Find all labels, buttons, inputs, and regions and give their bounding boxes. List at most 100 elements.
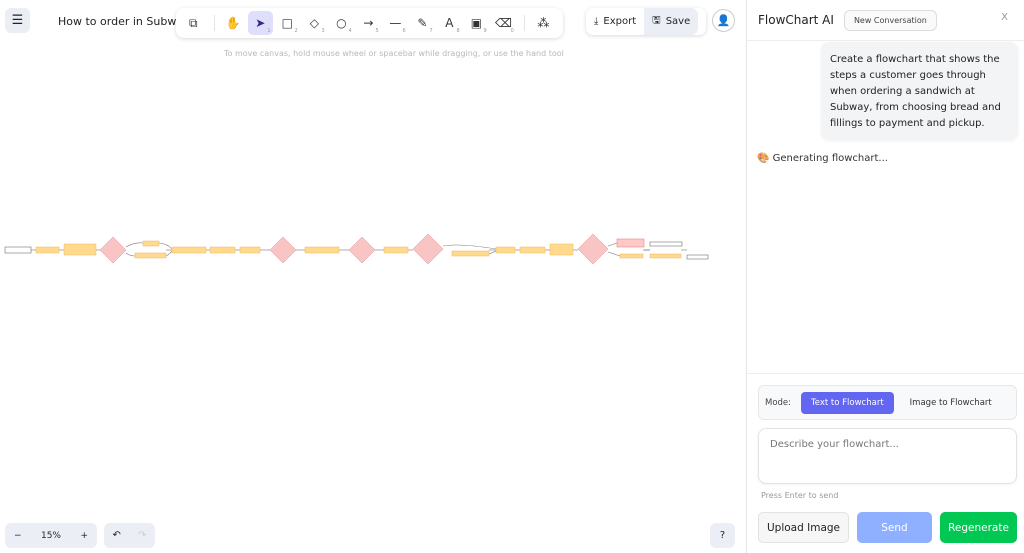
decision-node[interactable] [348,236,376,264]
document-title[interactable]: How to order in Subway [58,15,190,28]
shortcut-key: 2 [294,28,298,34]
tool-image[interactable]: ▣ 9 [464,11,489,35]
export-button[interactable]: ⤓ Export [594,16,637,27]
tool-lock[interactable]: ⧉ [181,11,206,35]
decision-node[interactable] [269,236,297,264]
enter-hint: Press Enter to send [761,491,839,500]
toolbar-separator [214,15,215,31]
new-conversation-button[interactable]: New Conversation [843,9,937,31]
close-panel-button[interactable]: X [1001,12,1008,23]
connector-arrow [488,250,497,255]
process-node[interactable] [134,252,167,259]
shortcut-key: 9 [483,28,487,34]
mode-image-to-flowchart[interactable]: Image to Flowchart [909,397,992,408]
tool-hand[interactable]: ✋ [221,11,246,35]
user-avatar-button[interactable]: 👤 [712,9,735,32]
shortcut-key: 0 [510,28,514,34]
shortcut-key: 4 [348,28,352,34]
mode-selector: Mode: Text to Flowchart Image to Flowcha… [758,385,1017,420]
panel-title: FlowChart AI [758,13,834,27]
send-button[interactable]: Send [857,512,932,543]
flowchart-diagram[interactable] [0,0,746,553]
export-save-group: ⤓ Export 🖫 Save [586,8,706,35]
upload-image-button[interactable]: Upload Image [758,512,849,543]
tool-shapes[interactable]: ⁂ [531,11,556,35]
tool-line[interactable]: —6 [383,11,408,35]
zoom-controls: − 15% + [5,523,97,548]
zoom-out-button[interactable]: − [14,530,22,541]
menu-button[interactable]: ☰ [5,8,30,33]
undo-button[interactable]: ↶ [112,530,121,541]
text-icon: A [445,16,454,30]
regenerate-button[interactable]: Regenerate [940,512,1017,543]
zoom-in-button[interactable]: + [80,530,88,541]
canvas[interactable]: ☰ How to order in Subway ⧉ ✋ ➤ 1 □ 2 ◇ 3 ○ 4 → 5—6 ✎… [0,0,746,553]
mode-text-to-flowchart[interactable]: Text to Flowchart [801,391,894,414]
redo-button[interactable]: ↷ [138,530,147,541]
mode-label: Mode: [765,397,792,408]
process-node[interactable] [451,250,490,257]
process-node[interactable] [63,243,97,256]
decision-node[interactable] [412,233,444,265]
zoom-level[interactable]: 15% [40,530,61,541]
process-node[interactable] [142,240,160,247]
user-icon: 👤 [716,14,731,27]
shortcut-key: 5 [375,28,379,34]
shortcut-key: 3 [321,28,325,34]
shortcut-key: 8 [456,28,460,34]
connector-arrow [165,250,173,257]
terminal-node[interactable] [686,254,709,260]
terminal-node[interactable] [4,246,32,254]
hamburger-icon: ☰ [11,13,24,28]
connector-arrow [125,242,144,248]
user-message: Create a flowchart that shows the steps … [821,42,1018,140]
process-node[interactable] [619,253,644,259]
prompt-input[interactable]: Describe your flowchart... [758,428,1017,484]
process-node[interactable] [239,246,261,254]
tool-eraser[interactable]: ⌫ 0 [491,11,516,35]
process-node[interactable] [171,246,207,254]
ai-panel: FlowChart AI New Conversation X Create a… [746,0,1024,553]
process-node[interactable] [383,246,409,254]
tool-arrow[interactable]: → 5 [356,11,381,35]
process-node[interactable] [649,253,682,259]
image-icon: ▣ [470,16,483,30]
process-node[interactable] [304,246,340,254]
connector-arrow [442,244,497,250]
lock-icon: ⧉ [189,15,198,30]
help-button[interactable]: ? [710,523,735,548]
connector-arrow [607,242,618,247]
connector-arrow [158,242,173,250]
shortcut-key: 7 [429,28,433,34]
shortcut-key: 6 [402,28,406,34]
process-node[interactable] [519,246,546,254]
select-icon: ➤ [255,16,266,30]
tool-pencil[interactable]: ✎ 7 [410,11,435,35]
eraser-icon: ⌫ [494,16,512,30]
ellipse-icon: ○ [336,16,347,30]
canvas-hint: To move canvas, hold mouse wheel or spac… [224,49,564,58]
error-node[interactable] [616,238,645,248]
panel-footer: Mode: Text to Flowchart Image to Flowcha… [747,373,1024,553]
toolbar: ⧉ ✋ ➤ 1 □ 2 ◇ 3 ○ 4 → 5—6 ✎ 7 A 8 ▣ 9 ⌫ 0 ⁂ [176,8,563,38]
process-node[interactable] [209,246,236,254]
tool-ellipse[interactable]: ○ 4 [329,11,354,35]
toolbar-separator [524,15,526,31]
process-node[interactable] [495,246,516,254]
decision-node[interactable] [99,236,127,264]
tool-rectangle[interactable]: □ 2 [275,11,300,35]
process-node[interactable] [549,243,574,256]
decision-node[interactable] [577,233,609,265]
download-icon: ⤓ [594,16,599,27]
tool-diamond[interactable]: ◇ 3 [302,11,327,35]
history-controls: ↶ ↷ [104,523,155,548]
arrow-icon: → [363,16,374,30]
terminal-node[interactable] [649,241,683,247]
save-button[interactable]: 🖫 Save [644,8,699,35]
tool-select[interactable]: ➤ 1 [247,11,273,35]
connector-arrow [125,252,136,257]
line-icon: — [389,16,402,30]
shapes-icon: ⁂ [537,16,550,30]
process-node[interactable] [35,246,60,254]
